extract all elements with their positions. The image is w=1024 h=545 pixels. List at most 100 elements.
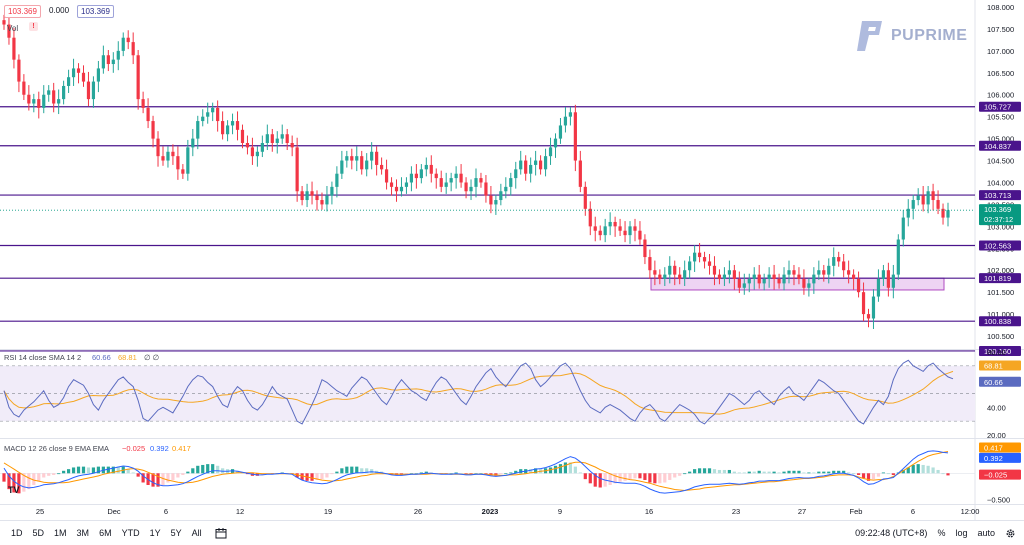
- candle-body: [230, 121, 235, 126]
- candle-body: [693, 252, 697, 262]
- candle-body: [444, 182, 448, 187]
- candle-body: [196, 121, 200, 139]
- macd-histogram-bar: [777, 472, 781, 474]
- candle-body: [519, 160, 523, 170]
- macd-histogram-bar: [211, 464, 215, 474]
- warning-icon[interactable]: !: [29, 22, 38, 31]
- candle-body: [931, 191, 935, 201]
- candle-body: [141, 99, 145, 108]
- macd-histogram-bar: [196, 465, 200, 474]
- candle-body: [260, 143, 264, 152]
- macd-tag: [979, 469, 1021, 480]
- candle-body: [295, 147, 299, 192]
- macd-histogram-bar: [534, 468, 538, 474]
- candle-body: [325, 195, 329, 205]
- price-axis-tick: 105.500: [987, 113, 1014, 122]
- candle-body: [81, 72, 86, 82]
- candle-body: [941, 208, 945, 218]
- macd-histogram-bar: [827, 471, 831, 474]
- candle-body: [176, 156, 180, 170]
- macd-histogram-bar: [886, 473, 890, 475]
- candle-body: [817, 270, 821, 275]
- timeframe-1y[interactable]: 1Y: [149, 528, 161, 538]
- timeframe-1m[interactable]: 1M: [54, 528, 67, 538]
- price-axis-tick: 104.000: [987, 178, 1014, 187]
- candle-body: [429, 164, 433, 174]
- candle-body: [360, 156, 364, 170]
- candle-body: [663, 274, 667, 279]
- percent-scale-toggle[interactable]: %: [937, 528, 946, 538]
- log-scale-toggle[interactable]: log: [955, 528, 968, 538]
- candle-body: [71, 68, 76, 78]
- price-axis-tick: 101.500: [987, 288, 1014, 297]
- macd-histogram-bar: [330, 473, 334, 475]
- candle-body: [300, 191, 304, 201]
- timeframe-1d[interactable]: 1D: [11, 528, 23, 538]
- candle-body: [494, 200, 498, 205]
- level-tag: [979, 345, 1021, 356]
- volume-indicator-label[interactable]: Vol: [7, 24, 19, 33]
- macd-histogram-bar: [300, 473, 304, 480]
- auto-scale-toggle[interactable]: auto: [977, 528, 995, 538]
- candle-body: [514, 169, 518, 179]
- macd-histogram-bar: [891, 473, 895, 475]
- macd-histogram-bar: [608, 473, 612, 485]
- macd-histogram-bar: [812, 472, 816, 474]
- bottom-toolbar: 1D 5D 1M 3M 6M YTD 1Y 5Y All 09:22:48 (U…: [0, 520, 1024, 545]
- macd-histogram-bar: [91, 467, 96, 474]
- timeframe-3m[interactable]: 3M: [76, 528, 90, 538]
- candle-body: [643, 239, 647, 258]
- rsi-axis-tick: 80.00: [987, 348, 1006, 357]
- candle-body: [842, 261, 846, 271]
- candle-body: [394, 186, 399, 192]
- candle-body: [653, 270, 657, 275]
- timeframe-6m[interactable]: 6M: [99, 528, 112, 538]
- macd-histogram-bar: [350, 466, 354, 474]
- price-chart[interactable]: 108.000 107.500 107.000 106.500 106.000 105.5…: [0, 0, 1024, 520]
- date-range-icon[interactable]: [215, 527, 227, 539]
- macd-histogram-bar: [81, 466, 86, 474]
- candle-body: [37, 99, 41, 108]
- clock-timezone[interactable]: 09:22:48 (UTC+8): [855, 528, 928, 538]
- timeframe-5y[interactable]: 5Y: [170, 528, 182, 538]
- macd-histogram-bar: [514, 470, 518, 474]
- candle-body: [548, 147, 553, 157]
- timeframe-ytd[interactable]: YTD: [121, 528, 140, 538]
- candle-body: [96, 68, 100, 82]
- time-axis-label: 19: [324, 507, 332, 516]
- candle-body: [524, 160, 528, 174]
- ohlc-price-box: 103.369: [4, 5, 41, 18]
- candle-body: [876, 279, 881, 297]
- candle-body: [275, 138, 279, 143]
- macd-histogram-bar: [787, 470, 791, 474]
- macd-histogram-bar: [732, 471, 736, 474]
- macd-histogram-bar: [22, 473, 26, 492]
- macd-histogram-bar: [852, 473, 856, 475]
- candle-body: [534, 160, 538, 165]
- macd-histogram-bar: [553, 465, 558, 474]
- time-axis-label: 27: [798, 507, 806, 516]
- timeframe-all[interactable]: All: [191, 528, 202, 538]
- macd-histogram-bar: [414, 473, 418, 475]
- macd-histogram-bar: [941, 473, 945, 475]
- candle-body: [628, 226, 632, 236]
- candle-body: [896, 239, 900, 275]
- candle-body: [946, 210, 950, 218]
- macd-histogram-bar: [499, 473, 503, 475]
- macd-histogram-bar: [201, 464, 205, 474]
- timeframe-5d[interactable]: 5D: [32, 528, 45, 538]
- settings-gear-icon[interactable]: [1005, 528, 1016, 539]
- puprime-logo-icon: [857, 21, 882, 51]
- candle-body: [613, 221, 617, 227]
- support-zone: [650, 277, 945, 291]
- macd-histogram-bar: [106, 466, 110, 474]
- rsi-tag: [979, 376, 1021, 387]
- candle-body: [235, 121, 240, 130]
- candle-body: [474, 178, 478, 187]
- candle-body: [191, 138, 195, 148]
- macd-histogram-bar: [628, 473, 632, 480]
- price-axis-tick: 105.000: [987, 135, 1014, 144]
- candle-body: [250, 147, 255, 157]
- level-tag-label: 103.713: [984, 191, 1011, 200]
- macd-histogram-bar: [792, 470, 796, 474]
